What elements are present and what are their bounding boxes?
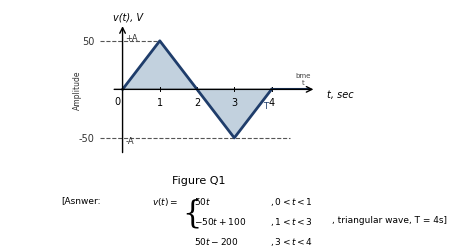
Text: 3: 3 xyxy=(231,98,237,108)
Text: $50t$: $50t$ xyxy=(194,195,211,206)
Text: $-50t+100$: $-50t+100$ xyxy=(194,215,246,226)
Text: {: { xyxy=(182,198,202,228)
Text: bme
t: bme t xyxy=(295,72,311,85)
Polygon shape xyxy=(123,42,272,138)
Text: [Asnwer:: [Asnwer: xyxy=(62,195,101,204)
Text: $,3<t<4$: $,3<t<4$ xyxy=(270,235,313,247)
Text: T: T xyxy=(264,102,268,110)
Text: t, sec: t, sec xyxy=(328,90,354,100)
Text: 0: 0 xyxy=(114,97,120,107)
Text: v(t), V: v(t), V xyxy=(113,12,143,22)
Text: 1: 1 xyxy=(157,98,163,108)
Text: +A: +A xyxy=(126,34,138,43)
Text: $,0<t<1$: $,0<t<1$ xyxy=(270,195,313,207)
Text: 4: 4 xyxy=(268,98,274,108)
Text: -50: -50 xyxy=(79,133,95,143)
Text: -A: -A xyxy=(126,137,134,146)
Text: $50t-200$: $50t-200$ xyxy=(194,235,239,246)
Text: $v(t) =$: $v(t) =$ xyxy=(152,195,178,207)
Text: Amplitude: Amplitude xyxy=(73,70,82,110)
Text: , triangular wave, T = 4s]: , triangular wave, T = 4s] xyxy=(332,215,447,224)
Text: 50: 50 xyxy=(82,37,95,47)
Text: 2: 2 xyxy=(194,98,200,108)
Text: $,1<t<3$: $,1<t<3$ xyxy=(270,215,313,227)
Text: Figure Q1: Figure Q1 xyxy=(173,175,226,185)
